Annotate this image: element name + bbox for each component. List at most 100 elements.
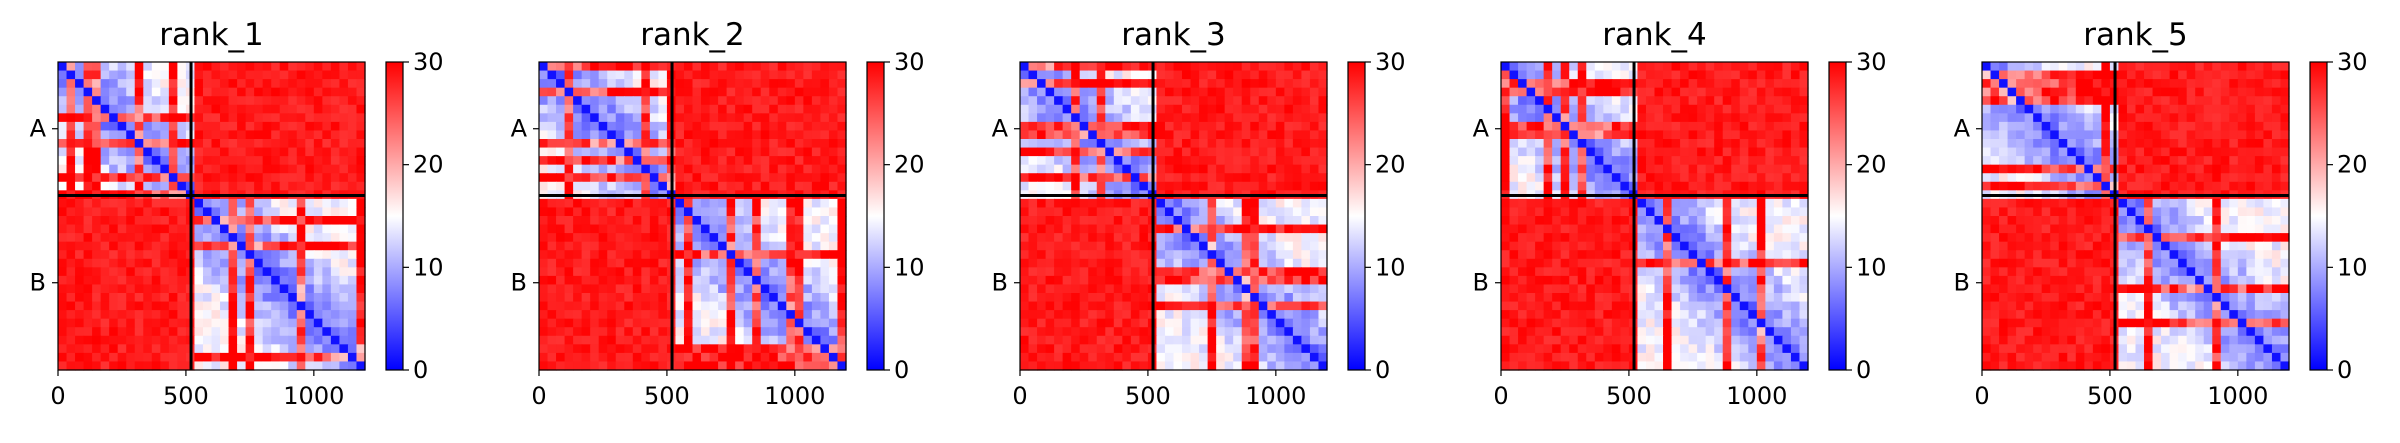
chain-label-a: A xyxy=(511,115,528,143)
heatmap-cell xyxy=(356,96,365,105)
heatmap-cell xyxy=(271,302,280,311)
heatmap-cell xyxy=(1020,96,1029,105)
heatmap-cell xyxy=(314,353,323,362)
heatmap-cell xyxy=(1799,139,1808,148)
heatmap-cell xyxy=(795,233,804,242)
heatmap-cell xyxy=(582,182,591,191)
heatmap-cell xyxy=(92,71,101,80)
heatmap-cell xyxy=(177,361,186,370)
heatmap-cell xyxy=(160,302,169,311)
heatmap-cell xyxy=(633,130,642,139)
heatmap-cell xyxy=(599,173,608,182)
heatmap-cell xyxy=(641,267,650,276)
heatmap-cell xyxy=(1586,276,1595,285)
heatmap-cell xyxy=(203,105,212,114)
heatmap-cell xyxy=(101,353,110,362)
heatmap-cell xyxy=(1731,122,1740,131)
heatmap-cell xyxy=(616,319,625,328)
heatmap-cell xyxy=(573,113,582,122)
heatmap-cell xyxy=(1310,276,1319,285)
heatmap-cell xyxy=(314,250,323,259)
heatmap-cell xyxy=(650,165,659,174)
heatmap-cell xyxy=(1510,293,1519,302)
heatmap-cell xyxy=(254,267,263,276)
heatmap-cell xyxy=(1080,267,1089,276)
heatmap-cell xyxy=(1156,79,1165,88)
heatmap-cell xyxy=(658,336,667,345)
heatmap-cell xyxy=(135,319,144,328)
heatmap-cell xyxy=(1199,353,1208,362)
heatmap-cell xyxy=(693,302,702,311)
heatmap-cell xyxy=(735,105,744,114)
heatmap-cell xyxy=(1267,199,1276,208)
heatmap-cell xyxy=(684,216,693,225)
heatmap-cell xyxy=(1276,122,1285,131)
heatmap-cells xyxy=(539,62,847,371)
heatmap-cell xyxy=(769,182,778,191)
heatmap-cell xyxy=(271,233,280,242)
heatmap-cell xyxy=(735,207,744,216)
heatmap-cell xyxy=(778,130,787,139)
heatmap-cell xyxy=(1637,267,1646,276)
heatmap-cell xyxy=(1046,207,1055,216)
heatmap-cell xyxy=(556,148,565,157)
heatmap-cell xyxy=(109,327,118,336)
heatmap-cell xyxy=(1080,113,1089,122)
heatmap-cell xyxy=(297,344,306,353)
heatmap-cell xyxy=(1535,267,1544,276)
heatmap-cell xyxy=(641,361,650,370)
heatmap-cell xyxy=(1757,207,1766,216)
heatmap-cell xyxy=(1131,302,1140,311)
heatmap-cell xyxy=(1029,361,1038,370)
heatmap-cell xyxy=(1071,276,1080,285)
heatmap-cell xyxy=(177,139,186,148)
heatmap-cell xyxy=(812,225,821,234)
heatmap-cell xyxy=(1114,310,1123,319)
heatmap-cell xyxy=(769,276,778,285)
heatmap-cell xyxy=(67,284,76,293)
heatmap-cell xyxy=(1208,276,1217,285)
heatmap-cell xyxy=(1131,122,1140,131)
heatmap-cell xyxy=(194,310,203,319)
heatmap-cell xyxy=(1114,207,1123,216)
heatmap-cell xyxy=(624,71,633,80)
heatmap-cell xyxy=(58,233,67,242)
heatmap-cell xyxy=(1552,302,1561,311)
heatmap-cell xyxy=(1612,302,1621,311)
heatmap-cell xyxy=(1208,122,1217,131)
heatmap-cell xyxy=(101,284,110,293)
heatmap-cell xyxy=(348,96,357,105)
heatmap-cell xyxy=(1723,122,1732,131)
heatmap-cell xyxy=(1105,284,1114,293)
heatmap-cell xyxy=(1259,165,1268,174)
heatmap-cell xyxy=(169,71,178,80)
heatmap-cell xyxy=(1680,79,1689,88)
heatmap-cell xyxy=(1216,327,1225,336)
heatmap-cell xyxy=(288,216,297,225)
heatmap-cell xyxy=(1199,310,1208,319)
heatmap-cell xyxy=(1680,242,1689,251)
heatmap-cell xyxy=(271,182,280,191)
heatmap-cell xyxy=(271,327,280,336)
heatmap-cell xyxy=(1046,62,1055,71)
heatmap-cell xyxy=(607,71,616,80)
heatmap-cell xyxy=(1063,156,1072,165)
heatmap-cell xyxy=(246,156,255,165)
heatmap-cell xyxy=(573,233,582,242)
heatmap-cell xyxy=(203,284,212,293)
heatmap-cell xyxy=(1301,361,1310,370)
heatmap-cell xyxy=(1731,79,1740,88)
heatmap-cell xyxy=(718,216,727,225)
heatmap-cell xyxy=(1199,199,1208,208)
heatmap-cell xyxy=(599,207,608,216)
heatmap-cell xyxy=(1714,233,1723,242)
heatmap-cell xyxy=(1646,242,1655,251)
heatmap-cell xyxy=(1165,284,1174,293)
heatmap-cell xyxy=(778,182,787,191)
heatmap-cell xyxy=(254,139,263,148)
heatmap-cell xyxy=(1097,310,1106,319)
heatmap-cell xyxy=(1182,139,1191,148)
heatmap-cell xyxy=(1663,233,1672,242)
heatmap-cell xyxy=(1020,302,1029,311)
